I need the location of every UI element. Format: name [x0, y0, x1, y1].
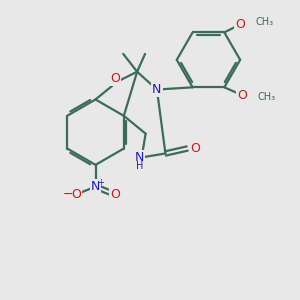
- Text: O: O: [190, 142, 200, 155]
- Text: CH₃: CH₃: [255, 17, 273, 28]
- Text: O: O: [110, 188, 120, 201]
- Text: CH₃: CH₃: [257, 92, 275, 102]
- Text: O: O: [110, 72, 120, 85]
- Text: N: N: [135, 151, 144, 164]
- Text: H: H: [136, 161, 143, 171]
- Text: N: N: [152, 83, 162, 96]
- Text: O: O: [71, 188, 81, 201]
- Text: −: −: [62, 188, 73, 201]
- Text: N: N: [91, 180, 100, 193]
- Text: O: O: [235, 18, 245, 31]
- Text: +: +: [97, 178, 104, 187]
- Text: O: O: [237, 89, 247, 102]
